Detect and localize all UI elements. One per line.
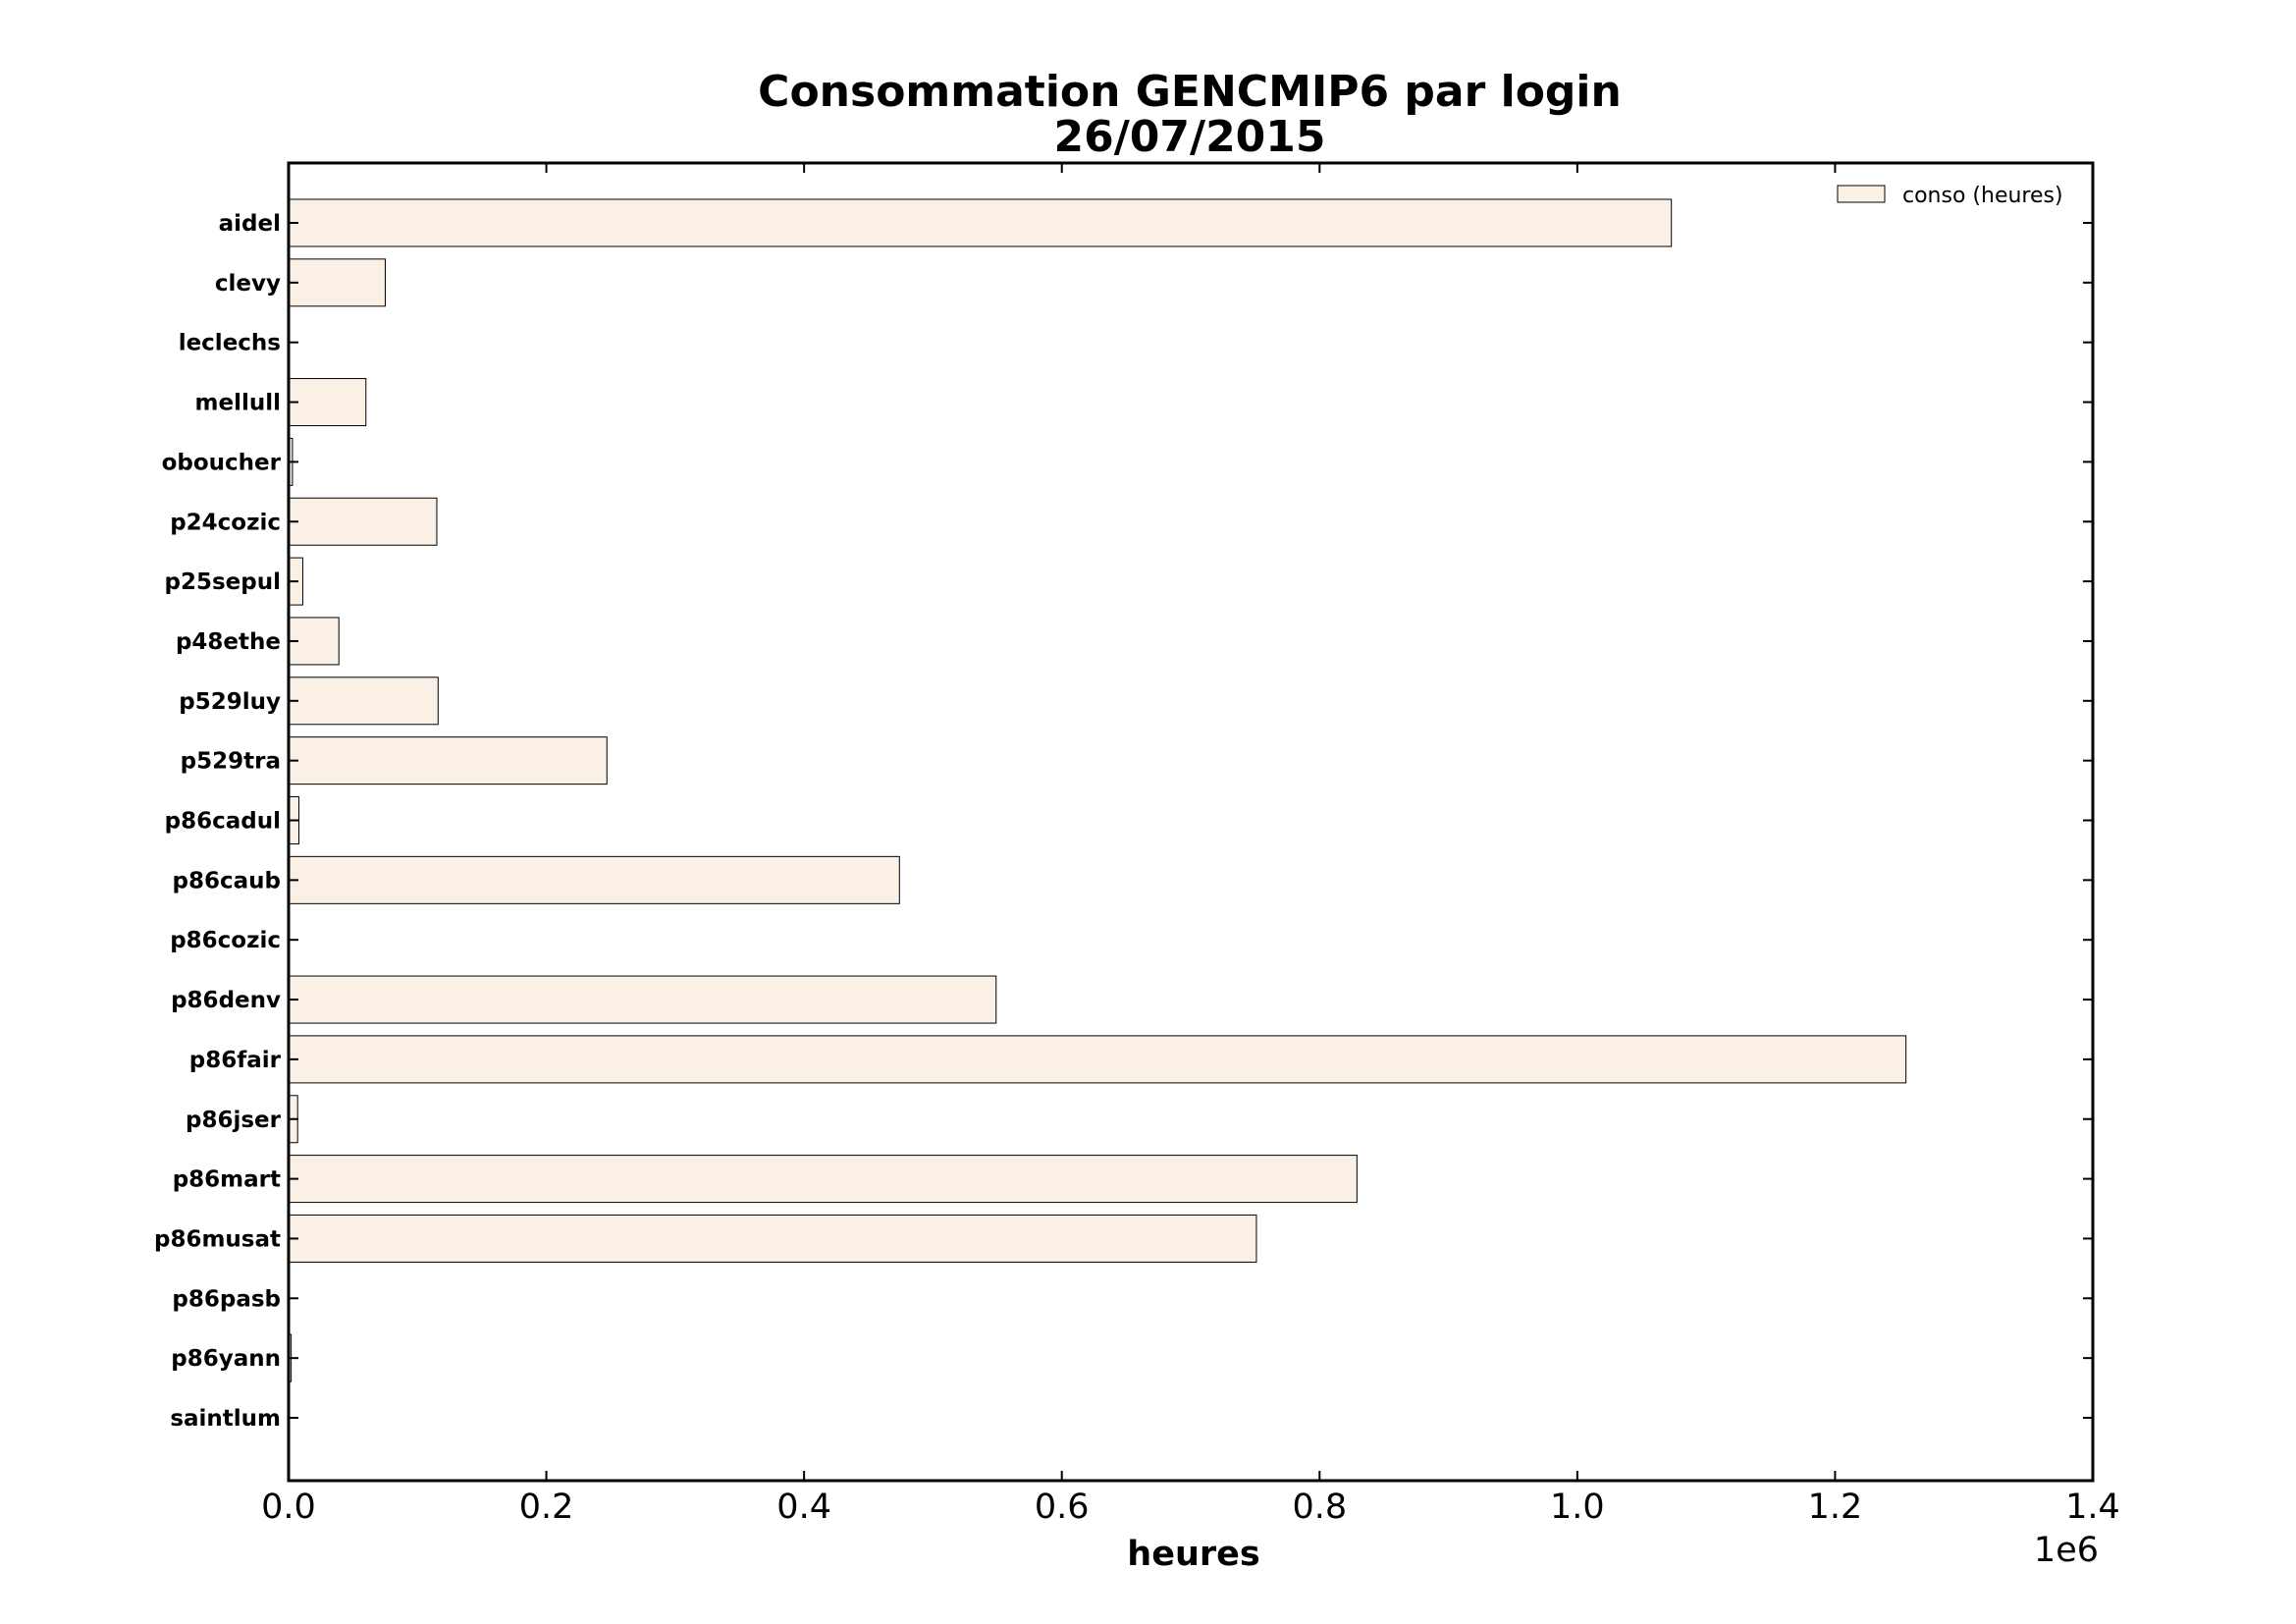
x-tick-label-6: 1.2 [1808, 1488, 1863, 1527]
y-tick-label-p86fair: p86fair [189, 1048, 282, 1073]
chart-subtitle: 26/07/2015 [1053, 112, 1325, 162]
y-tick-label-p86musat: p86musat [154, 1226, 281, 1252]
y-tick-label-saintlum: saintlum [170, 1406, 281, 1432]
x-axis-offset-label: 1e6 [2034, 1531, 2099, 1570]
y-tick-label-p25sepul: p25sepul [165, 569, 281, 595]
bar-mellull [288, 378, 367, 427]
x-tick-label-2: 0.4 [776, 1488, 831, 1527]
x-tick-label-7: 1.4 [2065, 1488, 2120, 1527]
x-tick-label-5: 1.0 [1550, 1488, 1605, 1527]
y-tick-label-p86caub: p86caub [173, 868, 281, 893]
bar-p86fair [288, 1035, 1907, 1084]
y-tick-label-p86denv: p86denv [171, 988, 281, 1013]
y-tick-label-p86yann: p86yann [171, 1346, 281, 1372]
y-tick-label-oboucher: oboucher [162, 450, 282, 475]
y-tick-label-p529tra: p529tra [181, 749, 281, 775]
bars [288, 198, 1907, 1382]
y-tick-label-p86cozic: p86cozic [170, 928, 281, 953]
bar-clevy [288, 258, 386, 307]
y-axis-ticks: aidel clevy leclechs mellull oboucher p24cozi… [154, 211, 2093, 1432]
plot-frame [287, 161, 2095, 1483]
bar-p24cozic [288, 497, 438, 546]
chart-title: Consommation GENCMIP6 par login [758, 67, 1622, 117]
y-tick-label-leclechs: leclechs [179, 331, 281, 356]
x-tick-label-1: 0.2 [519, 1488, 574, 1527]
bar-p529luy [288, 677, 439, 726]
bar-p86mart [288, 1155, 1358, 1204]
bar-p86musat [288, 1214, 1257, 1263]
y-tick-label-p48ethe: p48ethe [176, 629, 281, 655]
bar-p86denv [288, 975, 997, 1024]
y-tick-label-p529luy: p529luy [179, 689, 281, 715]
x-tick-label-3: 0.6 [1035, 1488, 1090, 1527]
bar-aidel [288, 198, 1673, 247]
y-tick-label-p86pasb: p86pasb [172, 1286, 281, 1312]
legend: conso (heures) [1837, 184, 2063, 208]
y-tick-label-p24cozic: p24cozic [170, 510, 281, 535]
y-tick-label-p86mart: p86mart [173, 1167, 281, 1193]
y-tick-label-aidel: aidel [219, 211, 281, 237]
bar-p86caub [288, 855, 900, 904]
x-tick-label-4: 0.8 [1292, 1488, 1347, 1527]
x-axis-label: heures [1127, 1535, 1259, 1574]
y-tick-label-p86cadul: p86cadul [165, 809, 281, 835]
y-tick-label-p86jser: p86jser [186, 1108, 282, 1133]
legend-swatch [1837, 185, 1886, 203]
bar-p529tra [288, 736, 608, 785]
x-tick-label-0: 0.0 [261, 1488, 316, 1527]
legend-label: conso (heures) [1902, 184, 2063, 208]
y-tick-label-mellull: mellull [195, 391, 281, 416]
y-tick-label-clevy: clevy [215, 271, 281, 297]
x-axis-ticks: 0.0 0.2 0.4 0.6 0.8 1.0 1.2 1.4 [261, 163, 2120, 1527]
